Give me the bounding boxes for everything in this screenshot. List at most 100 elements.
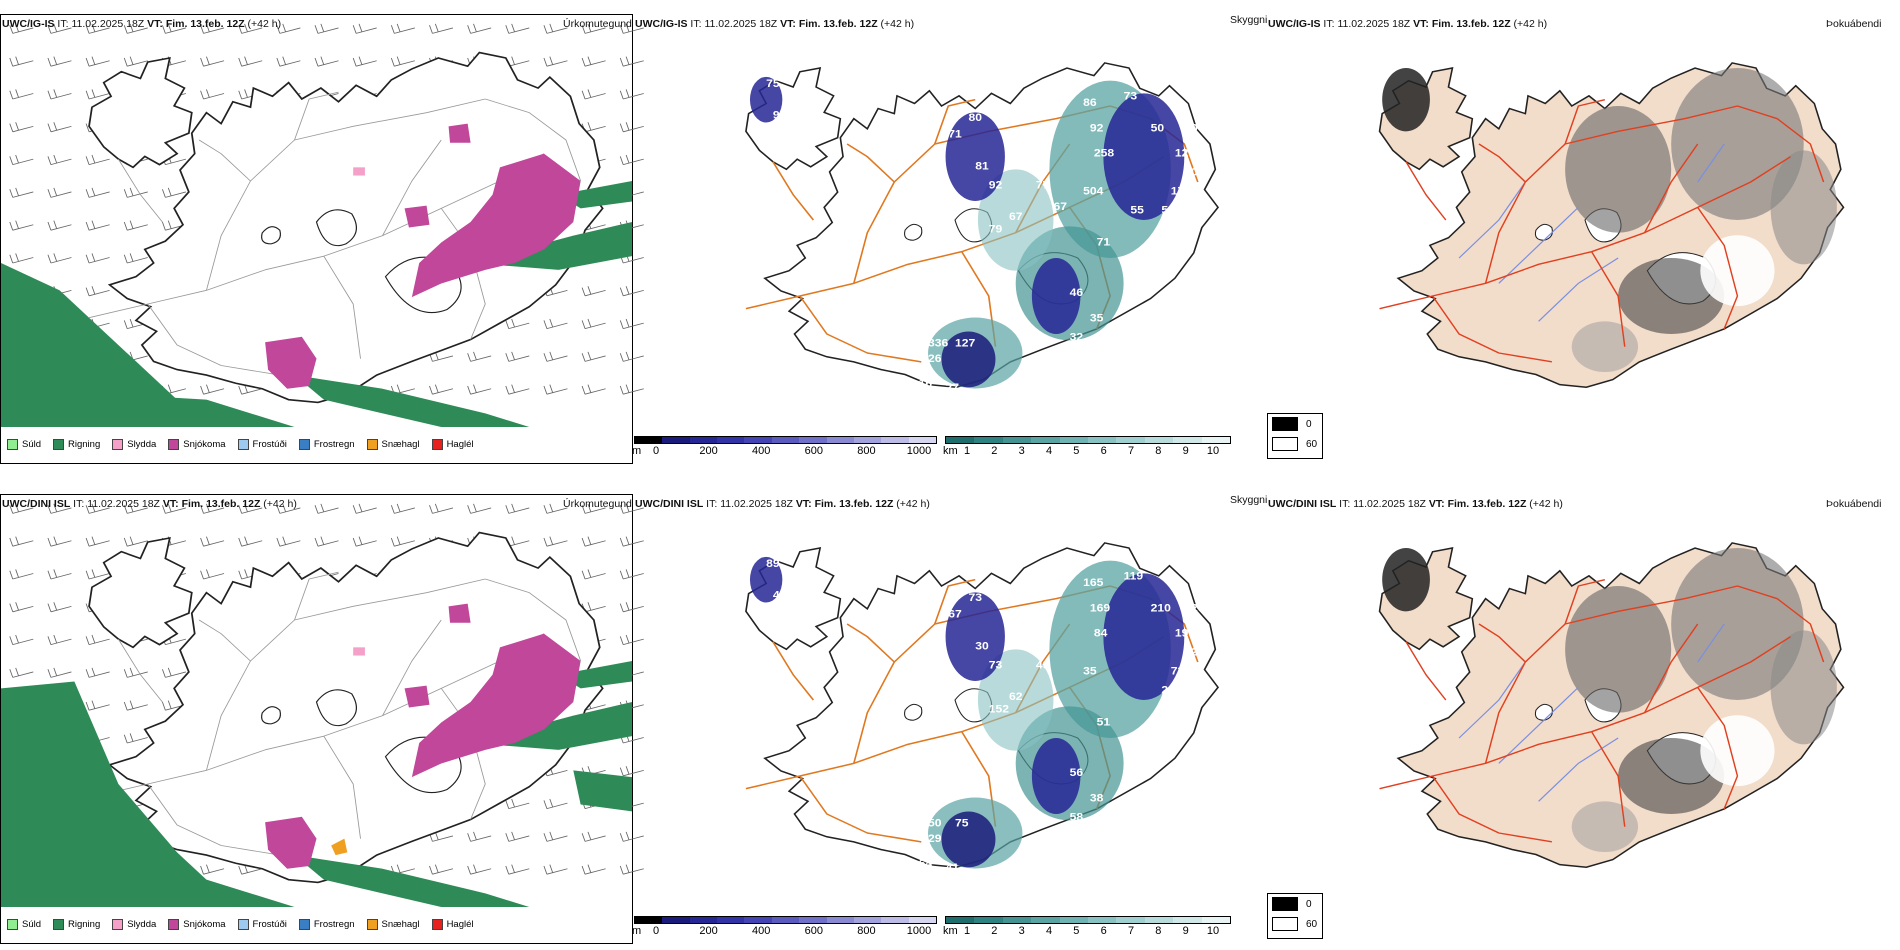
lead-time: (+42 h) bbox=[896, 498, 930, 510]
legend-item: Snjókoma bbox=[168, 439, 226, 450]
valid-time-label: VT: bbox=[795, 498, 812, 510]
legend-swatch bbox=[298, 439, 310, 450]
colorbar-tick: 8 bbox=[1155, 925, 1162, 937]
valid-time: Fim. 13.feb. 12Z bbox=[165, 18, 245, 30]
cloud-base-value: 62 bbox=[1180, 217, 1194, 230]
legend-item: Slydda bbox=[112, 439, 156, 450]
legend-swatch bbox=[431, 919, 443, 930]
colorbar-tick: 400 bbox=[752, 445, 771, 457]
panel-header: UWC/DINI ISL IT: 11.02.2025 18Z VT: Fim.… bbox=[635, 498, 930, 510]
colorbar-tick: 1000 bbox=[906, 445, 932, 457]
cloud-base-value: 27 bbox=[946, 381, 960, 394]
cloud-base-value: 73 bbox=[989, 659, 1003, 672]
cloud-base-value: 75 bbox=[766, 77, 780, 90]
cloud-base-value: 38 bbox=[1090, 792, 1104, 805]
legend-item: Frostregn bbox=[298, 439, 355, 450]
valid-time: Fim. 13.feb. 12Z bbox=[1431, 18, 1511, 30]
legend-swatch bbox=[366, 439, 378, 450]
valid-time: Fim. 13.feb. 12Z bbox=[798, 18, 878, 30]
valid-time: Fim. 13.feb. 12Z bbox=[1447, 498, 1527, 510]
fog-indicator-map bbox=[1300, 30, 1900, 440]
colorbar-tick: 7 bbox=[1127, 445, 1135, 457]
model-name: UWC/IG-IS bbox=[1268, 18, 1321, 30]
cloud-base-value: 30 bbox=[975, 640, 989, 653]
cloud-base-value: 152 bbox=[989, 703, 1010, 716]
init-time-label: IT: bbox=[73, 498, 85, 510]
init-time-label: IT: bbox=[1339, 498, 1351, 510]
cloud-base-value: 35 bbox=[1090, 312, 1104, 325]
fog-legend-item: 0 bbox=[1268, 894, 1322, 914]
cloud-base-value: 120 bbox=[1184, 602, 1205, 615]
legend-item: Frostúði bbox=[237, 439, 287, 450]
legend-item: Frostúði bbox=[237, 919, 287, 930]
cloud-base-value: 169 bbox=[1090, 602, 1111, 615]
model-name: UWC/IG-IS bbox=[635, 18, 688, 30]
cloud-base-value: 248 bbox=[1161, 684, 1182, 697]
cloud-base-colorbar: m 0 200 400 600 800 1000 bbox=[632, 916, 937, 938]
legend-label: Rigning bbox=[68, 919, 101, 930]
legend-item: Snæhagl bbox=[366, 439, 420, 450]
valid-time-label: VT: bbox=[1413, 18, 1429, 30]
precip-type-map: Súld Rigning Slydda Snjókoma Frostúði Frostre… bbox=[0, 494, 644, 944]
cloud-base-value: 54 bbox=[1180, 697, 1194, 710]
legend-item: Rigning bbox=[53, 439, 100, 450]
lead-time: (+42 h) bbox=[1529, 498, 1563, 510]
legend-swatch bbox=[53, 919, 65, 930]
colorbar-unit: m bbox=[632, 445, 642, 457]
fog-legend-swatch bbox=[1272, 437, 1298, 451]
cloud-base-value: 86 bbox=[1083, 96, 1097, 109]
cloud-base-value: 26 bbox=[928, 352, 942, 365]
cloud-base-value: 77 bbox=[1036, 179, 1050, 192]
cloud-base-value: 127 bbox=[1175, 147, 1196, 160]
legend-swatch bbox=[112, 439, 124, 450]
panel-header: UWC/DINI ISL IT: 11.02.2025 18Z VT: Fim.… bbox=[1268, 498, 1563, 510]
precip-legend: Súld Rigning Slydda Snjókoma Frostúði Frostre… bbox=[7, 919, 474, 930]
cloud-base-colorbar: m 0 200 400 600 800 1000 bbox=[632, 436, 937, 458]
cloud-base-value: 73 bbox=[968, 592, 982, 605]
cloud-base-value: 170 bbox=[1171, 185, 1192, 198]
cloud-base-value: 10 bbox=[1184, 122, 1198, 135]
colorbar-tick: 1 bbox=[963, 445, 971, 457]
init-time: 11.02.2025 18Z bbox=[720, 498, 793, 510]
legend-label: Snjókoma bbox=[183, 919, 226, 930]
legend-label: Haglél bbox=[446, 919, 474, 930]
cloud-base-value: 89 bbox=[766, 557, 780, 570]
colorbar-tick: 10 bbox=[1206, 445, 1220, 457]
colorbar-tick: 200 bbox=[699, 445, 718, 457]
cloud-base-value: 16 bbox=[919, 378, 933, 391]
fog-legend-swatch bbox=[1272, 417, 1298, 431]
colorbar-unit: km bbox=[943, 925, 958, 937]
cloud-base-value: 119 bbox=[1124, 570, 1144, 583]
cloud-base-value: 199 bbox=[1175, 627, 1196, 640]
colorbar-tick: 400 bbox=[752, 925, 771, 937]
cloud-base-value: 67 bbox=[948, 608, 962, 621]
model-name: UWC/DINI ISL bbox=[1268, 498, 1337, 510]
legend-swatch bbox=[431, 439, 443, 450]
legend-label: Snjókoma bbox=[183, 439, 226, 450]
cloud-base-value: 504 bbox=[1083, 185, 1104, 198]
legend-label: Slydda bbox=[127, 439, 157, 450]
legend-label: Snæhagl bbox=[381, 439, 420, 450]
panel-header: UWC/IG-IS IT: 11.02.2025 18Z VT: Fim. 13… bbox=[635, 18, 914, 30]
lead-time: (+42 h) bbox=[247, 18, 282, 30]
legend-swatch bbox=[237, 439, 249, 450]
colorbar-tick: 6 bbox=[1100, 925, 1107, 937]
colorbar-tick: 10 bbox=[1206, 925, 1220, 937]
colorbar-tick: 800 bbox=[857, 445, 876, 457]
cloud-base-value: 64 bbox=[919, 858, 933, 871]
cloud-base-value: 62 bbox=[1009, 690, 1023, 703]
valid-time-label: VT: bbox=[162, 498, 179, 510]
cloud-base-value: 127 bbox=[955, 337, 976, 350]
init-time-label: IT: bbox=[706, 498, 718, 510]
cloud-base-value: 73 bbox=[1171, 665, 1185, 678]
legend-item: Snæhagl bbox=[366, 919, 420, 930]
legend-swatch bbox=[237, 919, 249, 930]
cloud-base-value: 67 bbox=[1053, 200, 1067, 213]
cloud-base-value: 51 bbox=[1097, 716, 1111, 729]
colorbar-tick: 9 bbox=[1182, 925, 1189, 937]
legend-swatch bbox=[53, 439, 65, 450]
legend-label: Slydda bbox=[127, 919, 157, 930]
visibility-title: Skyggni bbox=[1230, 14, 1268, 26]
fog-legend-swatch bbox=[1272, 897, 1298, 911]
cloud-base-value: 80 bbox=[968, 112, 982, 125]
